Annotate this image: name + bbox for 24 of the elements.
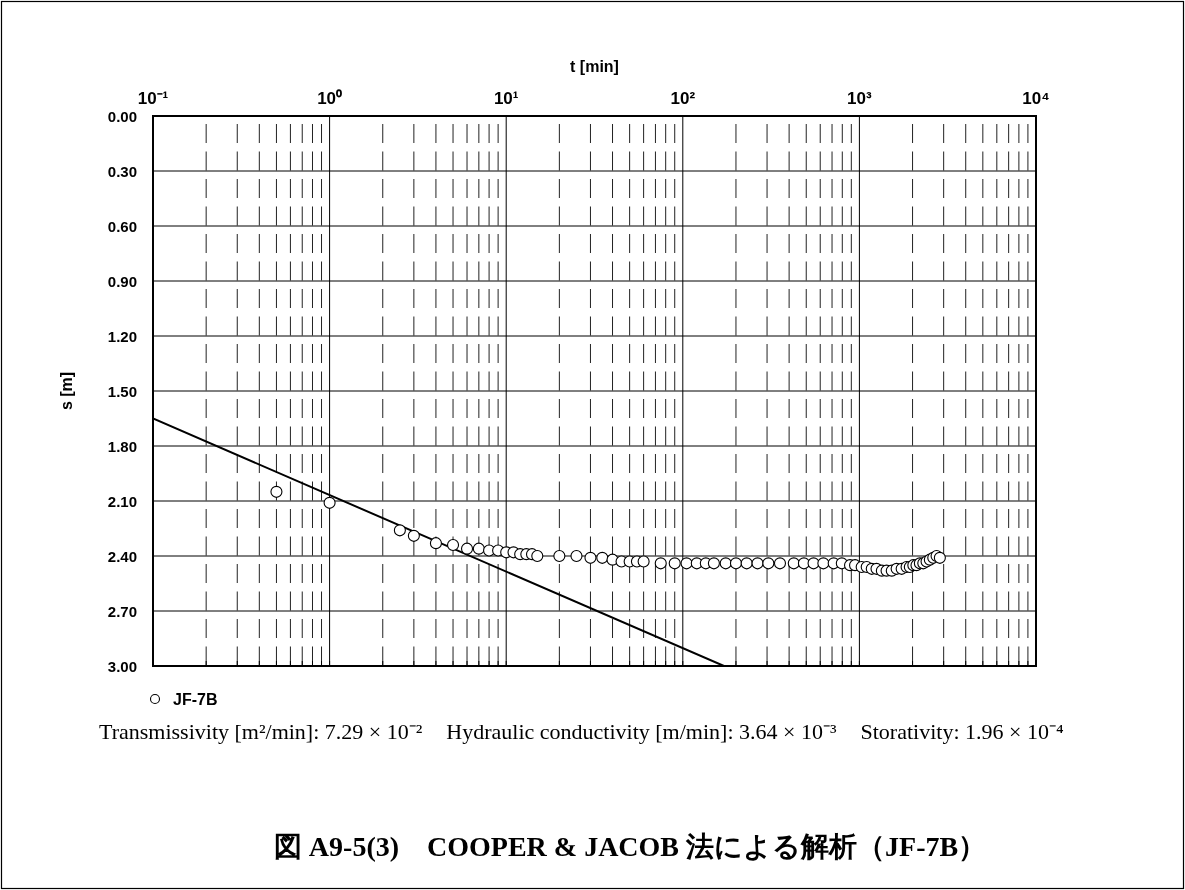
y-tick-label: 1.50 <box>107 382 137 400</box>
y-axis-title: s [m] <box>58 371 75 411</box>
y-tick-label: 2.10 <box>107 492 137 510</box>
y-tick-label: 2.40 <box>107 547 137 565</box>
annotation: Transmissivity [m²/min]: 7.29 × 10⁻² <box>99 719 423 744</box>
x-tick-label: 10³ <box>847 89 872 108</box>
annotation: Hydraulic conductivity [m/min]: 3.64 × 10⁻³ <box>446 719 837 744</box>
y-tick-label: 1.80 <box>107 437 137 455</box>
x-tick-label: 10⁻¹ <box>137 89 169 108</box>
y-tick-label: 2.70 <box>107 602 137 620</box>
y-tick-label: 3.00 <box>107 657 137 675</box>
x-tick-label: 10⁰ <box>317 89 343 108</box>
legend-label: JF-7B <box>173 690 218 708</box>
y-tick-label: 0.60 <box>107 217 137 235</box>
y-tick-label: 0.30 <box>107 162 137 180</box>
title: 図 A9-5(3) COOPER & JACOB 法による解析（JF-7B） <box>273 831 987 862</box>
x-axis-title: t [min] <box>570 58 619 75</box>
annotation: Storativity: 1.96 × 10⁻⁴ <box>860 719 1064 744</box>
x-tick-label: 10² <box>670 89 696 108</box>
y-tick-label: 1.20 <box>107 327 137 345</box>
y-tick-label: 0.90 <box>107 272 137 290</box>
x-tick-label: 10¹ <box>493 89 519 108</box>
x-tick-label: 10⁴ <box>1022 89 1050 108</box>
y-tick-label: 0.00 <box>107 107 137 125</box>
